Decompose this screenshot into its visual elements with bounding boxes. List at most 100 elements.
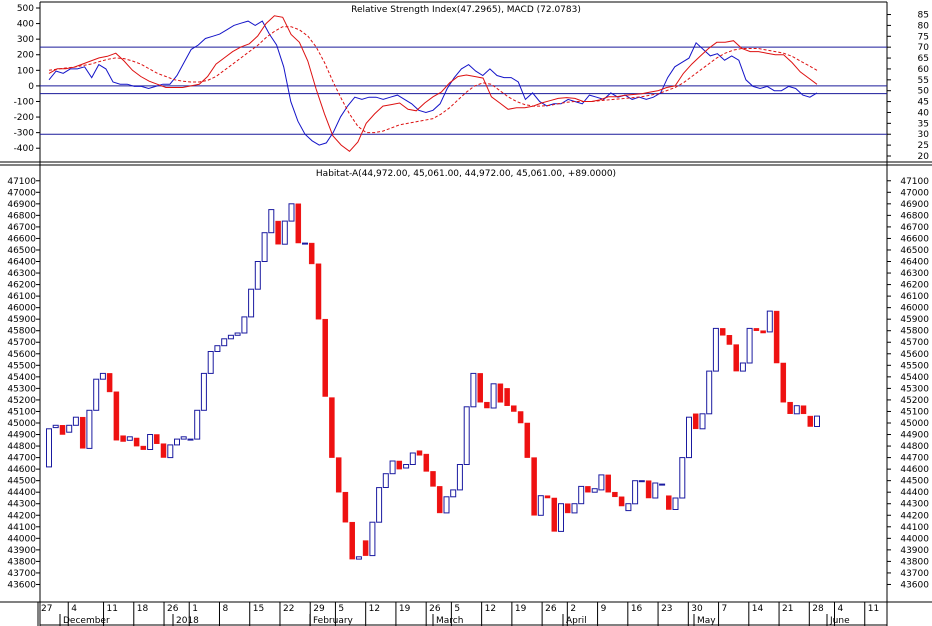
price-left-tick-label: 45900 bbox=[7, 315, 36, 325]
date-tick-label: 26 bbox=[429, 604, 441, 614]
price-bar-up bbox=[221, 338, 228, 347]
price-bar-up bbox=[174, 438, 180, 446]
month-label: March bbox=[436, 616, 463, 626]
date-tick-label: 7 bbox=[722, 604, 728, 614]
price-left-tick-label: 45500 bbox=[7, 361, 36, 371]
indicator-reference-lines bbox=[40, 46, 887, 135]
date-tick-label: 16 bbox=[631, 604, 643, 614]
left-tick-label: -200 bbox=[14, 113, 35, 123]
price-bar-down bbox=[140, 445, 147, 450]
price-bar-up bbox=[470, 372, 477, 408]
month-label: May bbox=[697, 616, 716, 626]
price-right-tick-label: 46900 bbox=[900, 200, 929, 210]
price-bar-up bbox=[248, 288, 255, 318]
price-right-tick-label: 46300 bbox=[900, 269, 929, 279]
date-tick-label: 18 bbox=[137, 604, 149, 614]
price-bar-down bbox=[605, 474, 611, 493]
date-tick-label: 19 bbox=[515, 604, 527, 614]
price-left-tick-label: 46100 bbox=[7, 292, 36, 302]
left-tick-label: -100 bbox=[14, 97, 35, 107]
price-bar-up bbox=[147, 434, 154, 450]
right-tick-label: 80 bbox=[918, 21, 930, 31]
price-bar-up bbox=[578, 485, 585, 505]
series-signal-line bbox=[48, 26, 818, 134]
date-tick-label: 23 bbox=[661, 604, 672, 614]
price-left-tick-label: 47000 bbox=[7, 188, 36, 198]
price-left-tick-label: 45700 bbox=[7, 338, 36, 348]
left-tick-label: 0 bbox=[28, 82, 34, 92]
price-bar-down bbox=[618, 496, 625, 507]
price-bar-down bbox=[113, 391, 120, 441]
price-bars bbox=[46, 203, 820, 560]
price-bar-down bbox=[79, 416, 86, 449]
price-left-tick-label: 46700 bbox=[7, 223, 36, 233]
price-bar-up bbox=[93, 378, 100, 411]
left-tick-label: -300 bbox=[14, 129, 35, 139]
price-bar-down bbox=[733, 344, 739, 372]
price-bar-down bbox=[551, 497, 558, 532]
price-bar-down bbox=[59, 425, 66, 435]
date-tick-label: 12 bbox=[369, 604, 380, 614]
left-tick-label: -400 bbox=[14, 144, 35, 154]
price-bar-up bbox=[686, 416, 692, 459]
price-bar-up bbox=[638, 480, 645, 483]
price-bar-down bbox=[120, 435, 126, 442]
price-bar-up bbox=[793, 405, 800, 415]
price-left-tick-label: 45800 bbox=[7, 327, 36, 337]
price-right-tick-label: 46100 bbox=[900, 292, 929, 302]
price-left-tick-label: 43900 bbox=[7, 546, 36, 556]
price-right-tick-label: 45100 bbox=[900, 407, 929, 417]
price-bar-down bbox=[753, 328, 760, 331]
price-bar-up bbox=[227, 334, 234, 340]
price-bar-up bbox=[766, 310, 773, 333]
price-left-tick-label: 44700 bbox=[7, 454, 36, 464]
price-left-tick-label: 46800 bbox=[7, 211, 36, 221]
date-tick-label: 12 bbox=[485, 604, 496, 614]
price-bar-down bbox=[416, 450, 423, 456]
price-right-tick-label: 45500 bbox=[900, 361, 929, 371]
price-bar-up bbox=[187, 438, 194, 441]
price-bar-down bbox=[315, 263, 322, 320]
price-bar-down bbox=[497, 383, 504, 403]
price-bar-up bbox=[490, 383, 497, 409]
price-right-tick-label: 45400 bbox=[900, 373, 929, 383]
price-bar-down bbox=[133, 437, 140, 447]
price-bar-down bbox=[645, 480, 652, 499]
price-left-tick-label: 45600 bbox=[7, 350, 36, 360]
left-tick-label: 300 bbox=[17, 35, 34, 45]
right-tick-label: 85 bbox=[918, 11, 929, 21]
price-bar-up bbox=[389, 460, 396, 475]
price-right-tick-label: 46500 bbox=[900, 246, 929, 256]
price-bar-up bbox=[409, 452, 416, 465]
month-label: April bbox=[566, 616, 587, 626]
price-bar-up bbox=[241, 316, 248, 334]
price-bar-up bbox=[281, 220, 288, 245]
price-right-tick-label: 44400 bbox=[900, 488, 929, 498]
date-tick-label: 21 bbox=[782, 604, 793, 614]
date-tick-label: 26 bbox=[545, 604, 557, 614]
price-right-tick-label: 47000 bbox=[900, 188, 929, 198]
price-bar-down bbox=[436, 486, 443, 514]
price-left-tick-label: 44400 bbox=[7, 488, 36, 498]
price-bar-down bbox=[160, 443, 167, 458]
price-bar-down bbox=[329, 397, 335, 458]
price-left-tick-label: 45200 bbox=[7, 396, 36, 406]
price-bar-down bbox=[692, 413, 699, 430]
right-tick-label: 30 bbox=[918, 130, 930, 140]
date-tick-label: 2 bbox=[570, 604, 576, 614]
price-bar-down bbox=[787, 401, 793, 414]
price-left-tick-label: 46300 bbox=[7, 269, 36, 279]
price-bar-down bbox=[666, 495, 672, 510]
price-bar-up bbox=[214, 345, 221, 353]
price-bar-down bbox=[760, 330, 766, 334]
price-left-tick-label: 44300 bbox=[7, 500, 36, 510]
price-bar-up bbox=[288, 203, 295, 222]
date-tick-label: 4 bbox=[838, 604, 844, 614]
price-left-tick-label: 46200 bbox=[7, 281, 36, 291]
price-bar-up bbox=[254, 261, 261, 290]
price-left-tick-label: 43800 bbox=[7, 557, 36, 567]
price-left-tick-label: 44100 bbox=[7, 523, 36, 533]
price-bar-up bbox=[86, 409, 93, 449]
